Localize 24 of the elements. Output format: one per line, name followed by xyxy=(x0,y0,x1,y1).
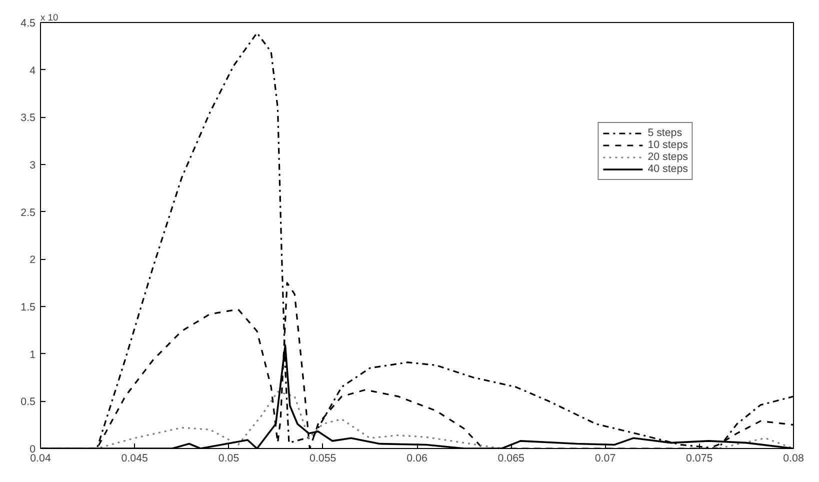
x-tick-label: 0.055 xyxy=(310,452,336,464)
x-tick-label: 0.07 xyxy=(594,452,616,464)
legend-label: 5 steps xyxy=(648,127,682,139)
x-tick-label: 0.065 xyxy=(498,452,525,464)
y-tick-label: 2.5 xyxy=(20,206,36,219)
legend-label: 40 steps xyxy=(648,163,688,175)
y-tick-label: 3 xyxy=(30,160,36,172)
legend-label: 20 steps xyxy=(648,151,688,163)
x-tick-label: 0.06 xyxy=(406,452,428,464)
x-tick-label: 0.08 xyxy=(783,452,804,464)
x-tick-label: 0.04 xyxy=(30,452,51,464)
x-tick-label: 0.045 xyxy=(121,452,148,464)
y-tick-label: 0 xyxy=(30,444,36,456)
annotation: x 10 xyxy=(40,12,58,22)
y-tick-label: 4 xyxy=(30,64,36,77)
y-tick-label: 4.5 xyxy=(20,18,36,30)
x-tick-label: 0.075 xyxy=(686,452,713,464)
legend-label: 10 steps xyxy=(648,139,688,151)
y-tick-label: 0.5 xyxy=(20,396,36,408)
y-tick-label: 1.5 xyxy=(20,302,36,314)
y-tick-label: 3.5 xyxy=(20,112,36,124)
y-tick-label: 1 xyxy=(30,348,36,361)
y-tick-label: 2 xyxy=(30,254,36,266)
x-tick-label: 0.05 xyxy=(218,452,240,464)
